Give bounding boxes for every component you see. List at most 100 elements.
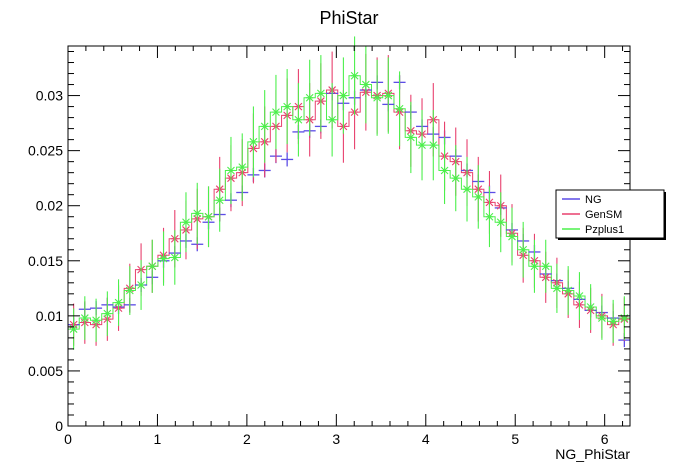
pzplus1-point [316,55,325,132]
pzplus1-point-star-d2 [103,309,112,318]
pzplus1-point-star-d2 [182,218,190,227]
ng-point [281,152,294,167]
pzplus1-point [215,168,224,232]
pzplus1-point-star-d2 [598,314,606,322]
pzplus1-point-star-d2 [238,163,247,172]
y-tick-label: 0 [55,418,63,434]
x-tick-label: 5 [511,431,519,447]
pzplus1-point-star-d2 [575,292,584,300]
pzplus1-point-star-d2 [496,218,505,227]
chart-title: PhiStar [319,8,378,28]
pzplus1-point-star-d2 [227,166,235,175]
pzplus1-point [305,59,314,136]
pzplus1-point [193,182,202,245]
pzplus1-point [148,239,157,293]
pzplus1-point-star-d2 [508,232,516,241]
pzplus1-point-star-d2 [114,298,123,307]
pzplus1-point [395,71,404,147]
pzplus1-point-star-d2 [283,102,292,111]
pzplus1-point [204,186,213,248]
pzplus1-point-star-d2 [193,209,202,218]
pzplus1-point-star-d2 [328,115,337,124]
pzplus1-point-star-d2 [418,141,426,150]
pzplus1-point [474,165,483,229]
pzplus1-point [429,109,438,181]
pzplus1-point-star-d2 [541,262,550,271]
pzplus1-point [182,192,190,253]
x-axis: 0 1 2 3 4 5 6 [64,46,624,447]
y-tick-label: 0.03 [36,88,63,104]
y-tick-label: 0.01 [36,308,63,324]
pzplus1-point-star-d2 [440,166,449,175]
y-tick-label: 0.005 [28,363,63,379]
pzplus1-point-star-d2 [148,262,157,271]
pzplus1-point [609,299,618,343]
legend: NG GenSM Pzplus1 [555,189,666,240]
pzplus1-point-star-d2 [204,212,213,221]
pzplus1-point [283,69,292,145]
pzplus1-point [361,45,370,124]
pzplus1-point-star-d2 [429,141,438,150]
pzplus1-point-star-d2 [361,80,370,89]
pzplus1-point [80,296,89,340]
pzplus1-point-star-d2 [474,193,483,201]
pzplus1-point [553,263,561,313]
pzplus1-point-star-d2 [305,93,314,102]
y-tick-label: 0.025 [28,143,63,159]
pzplus1-point-star-d2 [451,174,460,183]
pzplus1-point [406,101,415,174]
pzplus1-point [564,266,573,315]
y-tick-label: 0.015 [28,253,63,269]
pzplus1-point-star-d2 [564,286,573,295]
pzplus1-point-star-d2 [249,137,258,146]
pzplus1-point-star-d2 [463,185,471,194]
pzplus1-point-star-d2 [125,286,134,295]
pzplus1-point [384,57,393,134]
pzplus1-point-star-d2 [609,317,618,326]
y-axis: 0 0.005 0.01 0.015 0.02 0.025 0.03 [28,51,630,434]
pzplus1-point-star-d2 [92,316,100,325]
x-tick-label: 4 [422,431,430,447]
pzplus1-point-star-d2 [294,115,303,124]
pzplus1-point [418,109,426,181]
pzplus1-point [519,221,528,278]
pzplus1-point [541,239,550,293]
pzplus1-point-star-d2 [553,284,561,293]
pzplus1-point-star-d2 [80,314,89,322]
pzplus1-point [575,272,584,320]
pzplus1-point-star-d2 [170,253,179,262]
y-tick-label: 0.02 [36,198,63,214]
pzplus1-point [159,231,168,286]
x-axis-label: NG_PhiStar [555,446,630,462]
pzplus1-point [451,145,460,212]
pzplus1-point [249,106,258,178]
pzplus1-point [339,57,348,134]
pzplus1-point-star-d2 [260,122,269,131]
pzplus1-point [260,90,269,163]
pzplus1-point-star-d2 [406,133,415,142]
pzplus1-point [586,284,595,330]
pzplus1-point-star-d2 [350,71,359,80]
pzplus1-point [598,296,606,340]
pzplus1-point-star-d2 [395,104,404,113]
x-tick-label: 2 [243,431,251,447]
pzplus1-point [485,186,494,248]
pzplus1-point [170,230,179,285]
pzplus1-point-star-d2 [215,196,224,205]
pzplus1-point [69,308,78,350]
pzplus1-point [373,59,382,136]
pzplus1-point-star-d2 [272,108,280,116]
pzplus1-point [620,296,629,340]
pzplus1-point [92,298,100,342]
pzplus1-point-star-d2 [384,91,393,100]
pzplus1-point [508,207,516,266]
pzplus1-point [272,74,280,150]
pzplus1-point-star-d2 [137,281,145,289]
legend-label-gensm: GenSM [585,209,622,221]
pzplus1-point [530,239,539,293]
pzplus1-point-star-d2 [69,325,78,333]
pzplus1-point [440,136,449,205]
pzplus1-point-star-d2 [586,303,595,311]
marker-layer [67,36,631,350]
